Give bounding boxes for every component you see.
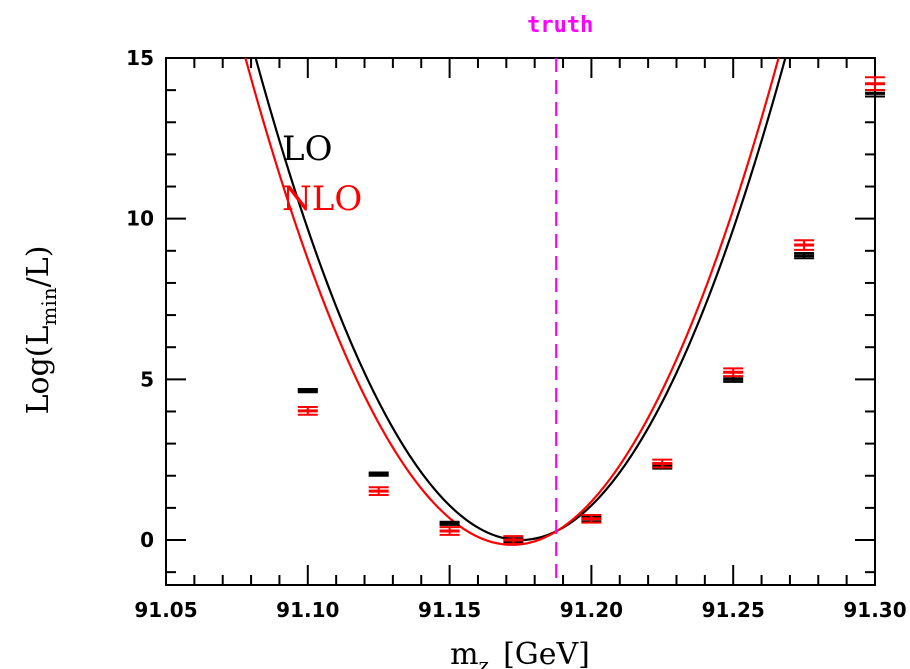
data-point-nlo xyxy=(439,526,460,536)
fit-curves xyxy=(244,58,787,546)
data-point-nlo xyxy=(723,367,744,378)
data-point-lo xyxy=(723,375,744,383)
y-axis-title: Log(Lmin/L) xyxy=(21,246,61,415)
x-tick-label: 91.30 xyxy=(843,598,906,622)
axis-ticks xyxy=(165,57,876,585)
legend-entry-lo: LO xyxy=(282,129,332,169)
plot-frame xyxy=(165,57,876,586)
data-point-nlo xyxy=(794,239,815,251)
data-point-nlo xyxy=(503,535,524,545)
data-point-nlo xyxy=(581,513,602,524)
data-point-nlo xyxy=(652,458,673,469)
x-tick-label: 91.05 xyxy=(134,598,197,622)
y-tick-label: 0 xyxy=(140,528,154,552)
x-tick-label: 91.10 xyxy=(276,598,339,622)
y-tick-labels: 0 5 10 15 xyxy=(126,46,154,552)
x-axis-title: mz [GeV] xyxy=(450,637,590,669)
y-tick-label: 5 xyxy=(140,367,154,391)
x-tick-labels: 91.05 91.10 91.15 91.20 91.25 91.30 xyxy=(134,598,906,622)
data-point-nlo xyxy=(368,486,389,497)
data-point-nlo xyxy=(297,405,318,416)
x-tick-label: 91.25 xyxy=(702,598,765,622)
truth-label: truth xyxy=(527,13,593,38)
fit-curve-nlo xyxy=(244,58,780,546)
data-point-lo xyxy=(439,520,460,526)
x-tick-label: 91.15 xyxy=(418,598,481,622)
x-tick-label: 91.20 xyxy=(560,598,623,622)
data-point-nlo xyxy=(865,76,885,92)
data-point-lo xyxy=(794,252,815,260)
data-point-lo xyxy=(297,387,318,394)
y-tick-label: 10 xyxy=(126,207,154,231)
data-point-lo xyxy=(368,471,389,477)
annotations: truth xyxy=(527,13,593,585)
fit-curve-lo xyxy=(254,58,787,542)
legend-entry-nlo: NLO xyxy=(282,179,362,219)
data-points xyxy=(297,76,885,545)
y-tick-label: 15 xyxy=(126,46,154,70)
